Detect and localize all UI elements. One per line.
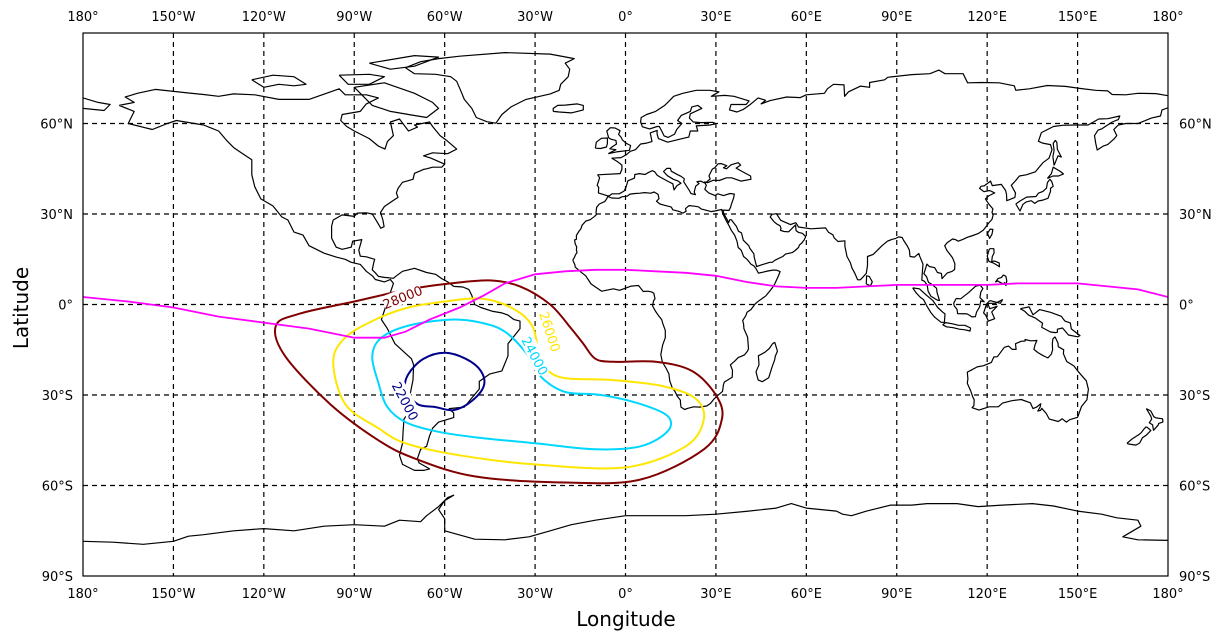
graticule-grid (83, 33, 1168, 576)
lon-tick-label-top: 0° (618, 10, 633, 25)
lon-tick-label-bottom: 90°E (881, 587, 912, 602)
contour-label-backing (519, 334, 552, 377)
coastline-25 (1020, 306, 1081, 338)
lat-tick-label-left: 30°S (42, 389, 73, 404)
coastline-2 (251, 74, 307, 88)
coastline-10 (755, 341, 778, 383)
lon-tick-label-bottom: 180° (1152, 587, 1183, 602)
lat-tick-label-right: 30°S (1179, 389, 1210, 404)
x-axis-title: Longitude (576, 607, 675, 631)
lat-tick-label-left: 60°N (40, 118, 73, 133)
lon-tick-label-top: 150°E (1058, 10, 1098, 25)
contour-line-28000 (273, 279, 724, 485)
contour-label-backing (389, 379, 422, 422)
lon-tick-label-top: 60°E (791, 10, 822, 25)
coastline-26 (966, 336, 1089, 423)
lon-tick-label-bottom: 30°E (700, 587, 731, 602)
coastline-14 (1015, 178, 1054, 212)
lon-tick-label-bottom: 180° (67, 587, 98, 602)
y-axis-title: Latitude (9, 267, 33, 349)
lon-tick-label-bottom: 120°E (967, 587, 1007, 602)
lon-tick-label-top: 90°W (336, 10, 372, 25)
lon-tick-label-top: 30°W (517, 10, 553, 25)
lat-tick-label-right: 60°S (1179, 480, 1210, 495)
coastline-11 (606, 127, 632, 155)
lon-tick-label-top: 30°E (700, 10, 731, 25)
coastline-6 (596, 69, 1168, 197)
lon-tick-label-top: 90°E (881, 10, 912, 25)
map-frame (82, 32, 1169, 577)
lon-tick-label-bottom: 60°W (427, 587, 463, 602)
coastline-layer (83, 52, 1168, 545)
lon-tick-label-top: 180° (1152, 10, 1183, 25)
coastline-16 (1052, 139, 1062, 166)
coastline-12 (594, 137, 608, 150)
coastline-23 (986, 248, 1001, 268)
coastline-18 (986, 228, 994, 239)
lat-tick-label-left: 30°N (40, 208, 73, 223)
contour-label-backing (380, 282, 424, 311)
lon-tick-label-bottom: 0° (618, 587, 633, 602)
coastline-29 (83, 494, 1168, 545)
lon-tick-label-top: 120°E (967, 10, 1007, 25)
lon-tick-label-bottom: 150°W (151, 587, 195, 602)
coastline-1 (405, 52, 575, 124)
coastline-13 (552, 103, 584, 114)
coastline-22 (983, 299, 1004, 322)
lat-tick-label-right: 60°N (1179, 118, 1212, 133)
coastline-4 (369, 55, 440, 70)
tick-label-layer: 180° 180° 150°W 150°W 120°W 120°W 90°W 90°W 60°W… (40, 10, 1212, 602)
coastline-24 (995, 274, 1008, 287)
lon-tick-label-bottom: 60°E (791, 587, 822, 602)
coastline-27 (1145, 408, 1164, 431)
coastline-7 (83, 97, 111, 112)
lon-tick-label-top: 120°W (242, 10, 286, 25)
coastline-5 (353, 82, 440, 119)
lon-tick-label-bottom: 120°W (242, 587, 286, 602)
lat-tick-label-left: 0° (58, 299, 73, 314)
lon-tick-label-bottom: 30°W (517, 587, 553, 602)
lon-tick-label-top: 180° (67, 10, 98, 25)
contour-label-backing (537, 310, 564, 353)
lat-tick-label-right: 0° (1179, 299, 1194, 314)
coastline-8 (608, 107, 1168, 302)
coastline-3 (338, 73, 385, 85)
coastline-20 (942, 322, 972, 332)
lon-tick-label-top: 150°W (151, 10, 195, 25)
coastline-28 (1126, 426, 1152, 446)
lon-tick-label-bottom: 150°E (1058, 587, 1098, 602)
lat-tick-label-right: 30°N (1179, 208, 1212, 223)
trajectory-line (83, 268, 1168, 339)
lat-tick-label-left: 90°S (42, 570, 73, 585)
lat-tick-label-right: 90°S (1179, 570, 1210, 585)
lon-tick-label-bottom: 90°W (336, 587, 372, 602)
coastline-15 (1046, 166, 1064, 179)
lat-tick-label-left: 60°S (42, 480, 73, 495)
coastline-9 (572, 191, 781, 411)
contour-line-22000 (403, 351, 486, 412)
coastline-19 (912, 287, 946, 323)
lon-tick-label-top: 60°W (427, 10, 463, 25)
